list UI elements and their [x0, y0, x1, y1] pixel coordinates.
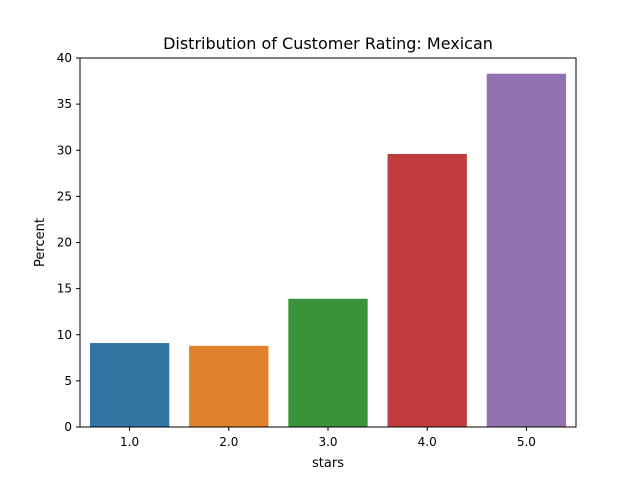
- chart-title: Distribution of Customer Rating: Mexican: [163, 34, 493, 53]
- y-tick-label: 30: [57, 143, 72, 157]
- y-tick-label: 40: [57, 51, 72, 65]
- y-tick-label: 20: [57, 236, 72, 250]
- bar-4.0: [387, 153, 467, 427]
- plot-area: 1.0 2.0 3.0 4.0 5.0 0 5 10 15 20 25 30 35 40: [57, 51, 567, 449]
- y-tick-label: 10: [57, 328, 72, 342]
- bar-5.0: [486, 73, 567, 428]
- y-tick-label: 35: [57, 97, 72, 111]
- y-tick-label: 5: [64, 374, 72, 388]
- y-axis-label: Percent: [33, 218, 48, 267]
- y-tick-label: 0: [64, 420, 72, 434]
- axes-frame: [79, 57, 577, 428]
- x-tick-label: 1.0: [120, 435, 139, 449]
- bar-2.0: [189, 345, 269, 427]
- y-tick-label: 25: [57, 189, 72, 203]
- x-axis-label: stars: [312, 456, 344, 471]
- x-tick-label: 2.0: [219, 435, 238, 449]
- x-tick-label: 3.0: [318, 435, 337, 449]
- y-tick-label: 15: [57, 282, 72, 296]
- bar-3.0: [288, 298, 368, 427]
- bar-1.0: [89, 343, 170, 427]
- x-tick-label: 5.0: [517, 435, 536, 449]
- x-tick-label: 4.0: [418, 435, 437, 449]
